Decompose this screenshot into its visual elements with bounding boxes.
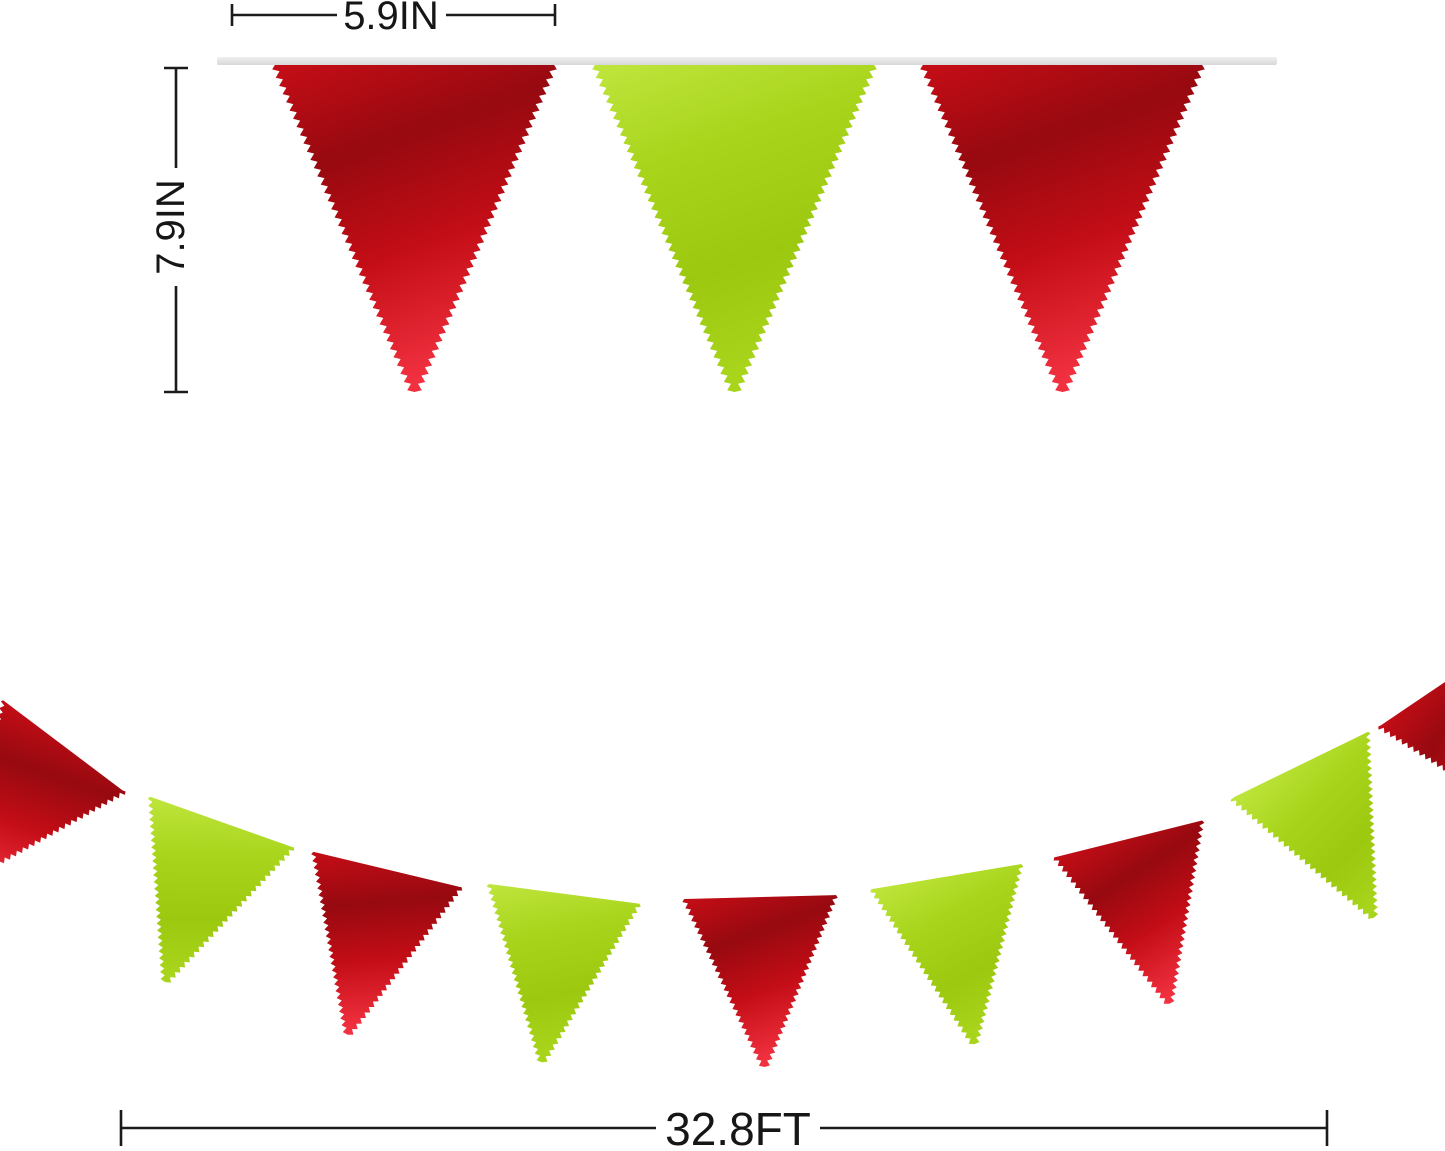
dimension-line-flag-width <box>230 4 557 26</box>
garland-flag-red <box>311 850 463 1035</box>
garland-flag-red <box>682 893 838 1067</box>
garland-flag-green <box>147 795 295 983</box>
garland-string <box>0 667 1445 904</box>
flag-height-label: 7.9IN <box>149 179 193 275</box>
garland-flag-red <box>1053 818 1205 1004</box>
pennant-flag-red <box>920 63 1205 392</box>
flag-width-label: 5.9IN <box>343 0 439 38</box>
ribbon-strip <box>217 57 1277 65</box>
garland-flag-green <box>1230 730 1379 919</box>
garland-flag-green <box>870 862 1024 1045</box>
garland-flag-red <box>1378 640 1445 827</box>
garland-flag-green <box>486 882 641 1063</box>
total-length-label: 32.8FT <box>665 1103 811 1151</box>
pennant-flag-green <box>592 63 877 392</box>
dimension-line-flag-height <box>164 66 188 394</box>
pennant-flag-red <box>272 63 557 392</box>
top-banner-row <box>217 57 1277 392</box>
garland-flag-red <box>0 699 126 884</box>
dimension-line-total-length <box>119 1110 1329 1146</box>
draped-garland <box>0 640 1445 1067</box>
